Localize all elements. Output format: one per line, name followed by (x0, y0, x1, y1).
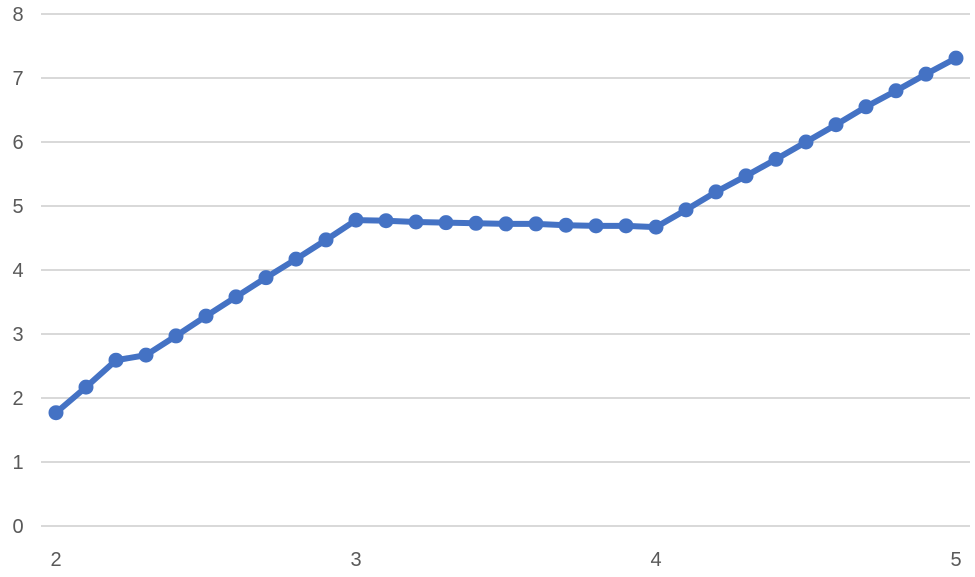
y-tick-label: 4 (12, 260, 23, 282)
x-tick-labels: 2 3 4 5 (50, 549, 961, 571)
data-point (318, 232, 334, 248)
data-point (498, 216, 514, 232)
series-group (48, 50, 964, 421)
data-point (378, 213, 394, 229)
y-tick-label: 5 (12, 196, 23, 218)
data-point (408, 214, 424, 230)
data-point (558, 217, 574, 233)
data-point (858, 99, 874, 115)
data-point (438, 215, 454, 231)
data-point (768, 151, 784, 167)
data-point (48, 405, 64, 421)
gridlines (41, 13, 970, 527)
data-point (678, 202, 694, 218)
data-point (228, 289, 244, 305)
y-tick-label: 7 (12, 68, 23, 90)
data-point (108, 352, 124, 368)
x-tick-label: 4 (650, 549, 661, 571)
data-point (528, 216, 544, 232)
data-point (78, 379, 94, 395)
x-tick-label: 5 (950, 549, 961, 571)
data-point (348, 212, 364, 228)
data-point (288, 251, 304, 267)
data-point (948, 50, 964, 66)
y-tick-labels: 0 1 2 3 4 5 6 7 8 (12, 4, 23, 538)
y-tick-label: 0 (12, 516, 23, 538)
data-point (258, 270, 274, 286)
data-point (738, 168, 754, 184)
y-tick-label: 8 (12, 4, 23, 26)
data-point (798, 134, 814, 150)
data-point (648, 219, 664, 235)
data-point (138, 347, 154, 363)
data-point (888, 83, 904, 99)
data-point (468, 215, 484, 231)
data-point (588, 218, 604, 234)
data-point (708, 184, 724, 200)
data-point (198, 308, 214, 324)
data-point (168, 328, 184, 344)
series-line (54, 55, 958, 416)
y-tick-label: 6 (12, 132, 23, 154)
data-point (618, 218, 634, 234)
y-tick-label: 1 (12, 452, 23, 474)
x-tick-label: 3 (350, 549, 361, 571)
data-point (828, 117, 844, 133)
y-tick-label: 3 (12, 324, 23, 346)
y-tick-label: 2 (12, 388, 23, 410)
x-tick-label: 2 (50, 549, 61, 571)
data-point (918, 66, 934, 82)
